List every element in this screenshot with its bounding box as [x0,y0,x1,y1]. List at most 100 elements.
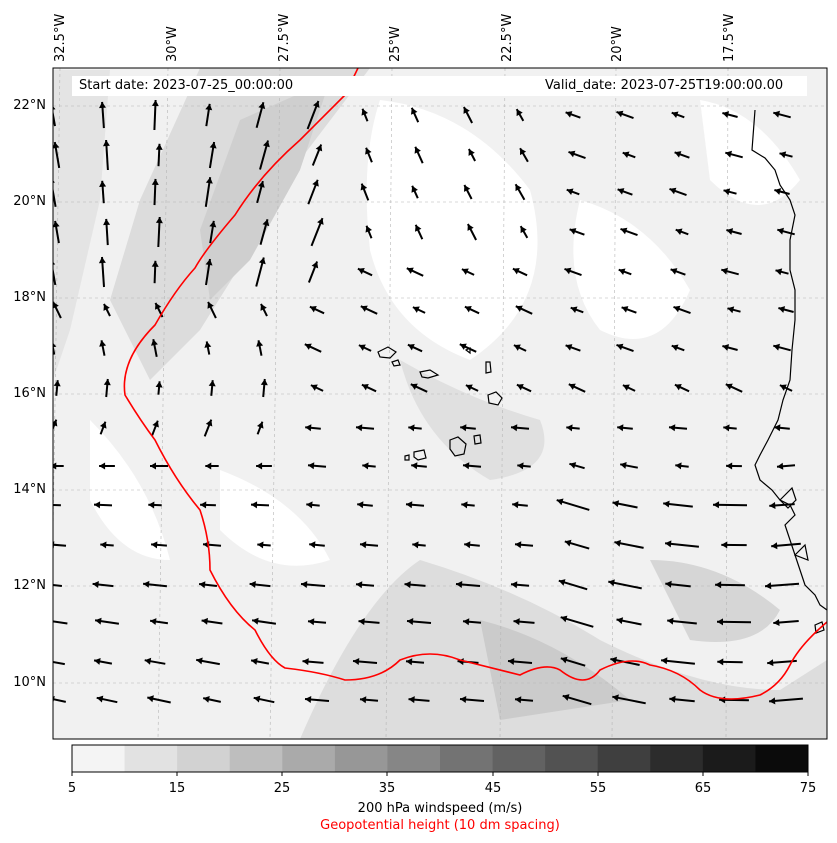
colorbar-swatch [124,745,178,772]
wind-arrow-head [456,581,463,588]
wind-arrow-head [773,343,780,351]
wind-arrow-head [722,344,730,351]
wind-arrow-head [209,220,217,228]
wind-arrow-head [150,462,156,470]
wind-arrow-head [667,617,674,625]
colorbar-swatch [755,745,809,772]
wind-arrow-head [251,658,258,665]
lon-label-22-5w: 22.5°W [500,13,515,62]
wind-arrow-head [612,694,619,702]
wind-arrow-head [565,111,573,118]
wind-arrow-head [412,541,419,549]
wind-arrow-head [308,462,315,470]
wind-arrow-shaft [53,266,57,286]
wind-arrow-head [665,540,672,548]
wind-arrow-head [410,383,418,390]
wind-arrow-head [143,580,150,588]
wind-arrow-head [778,306,786,313]
wind-arrow-head [520,148,527,156]
wind-arrow-head [511,581,518,589]
wind-arrow-head [253,695,261,703]
colorbar-tick-35: 35 [378,781,396,796]
wind-arrow-head [251,501,258,509]
wind-arrow-head [256,340,264,347]
wind-arrow-head [560,615,568,623]
lon-label-20w: 20°W [610,26,625,62]
lat-label-14n: 14°N [13,482,46,497]
wind-arrow-head [144,657,152,665]
windspeed-shading [53,68,827,739]
wind-arrow-shaft [53,186,57,207]
lon-label-25w: 25°W [388,26,403,62]
wind-arrow-head [47,618,53,625]
wind-arrow-head [262,219,270,227]
lat-label-20n: 20°N [13,194,46,209]
wind-arrow-head [722,111,730,118]
wind-arrow-head [53,342,57,348]
lat-label-10n: 10°N [13,675,46,690]
colorbar-swatch [702,745,756,772]
colorbar-swatch [440,745,494,772]
wind-arrow-head [41,658,48,665]
wind-arrow-head [771,542,778,550]
wind-arrow-head [209,142,217,149]
wind-arrow-head [723,424,730,432]
wind-arrow-head [103,379,111,386]
wind-arrow-head [516,109,523,117]
wind-arrow-head [774,188,782,195]
wind-arrow-head [415,224,422,232]
wind-arrow-head [569,228,577,235]
wind-arrow-head [257,421,264,429]
wind-arrow-head [306,501,313,509]
wind-arrow-head [725,383,733,390]
colorbar-swatch [597,745,651,772]
wind-arrow-head [717,658,724,666]
lon-label-32-5w: 32.5°W [53,13,68,62]
wind-arrow-head [53,106,56,110]
wind-arrow-head [725,150,732,158]
wind-arrow-head [361,384,369,391]
wind-arrow-head [617,424,624,432]
wind-arrow-head [252,617,259,625]
wind-arrow-head [155,302,162,310]
colorbar-tick-55: 55 [589,781,607,796]
wind-arrow-head [614,539,621,547]
wind-arrow-head [566,424,573,432]
wind-arrow-head [713,501,720,509]
wind-arrow-head [460,424,467,432]
wind-arrow-head [568,383,576,390]
wind-arrow-head [99,340,107,347]
wind-arrow-head [673,305,681,313]
wind-arrow-head [98,257,106,264]
wind-arrow-head [406,501,413,509]
wind-arrow-head [411,462,418,470]
wind-arrow-head [53,220,60,228]
wind-arrow-head [205,177,213,184]
wind-arrow-head [315,144,323,152]
wind-arrow-head [665,580,672,588]
wind-arrow-head [461,268,469,275]
lon-label-27-5w: 27.5°W [277,13,292,62]
wind-arrow-head [365,147,372,155]
wind-arrow-head [622,384,630,391]
wind-arrow-head [468,149,475,156]
wind-arrow-head [670,268,678,275]
wind-arrow-head [669,695,676,703]
wind-arrow-head [411,185,418,193]
wind-arrow-head [308,618,315,626]
wind-arrow-head [675,462,682,470]
wind-arrow-head [516,384,524,391]
wind-arrow-head [608,579,615,587]
wind-arrow-head [515,541,522,549]
colorbar-swatch [650,745,704,772]
wind-arrow-head [769,697,776,705]
wind-arrow-head [155,217,163,224]
wind-arrow-head [406,658,413,666]
wind-arrow-head [360,183,368,191]
wind-arrow-head [151,178,159,185]
colorbar-tick-15: 15 [168,781,186,796]
wind-arrow-head [360,696,367,704]
wind-arrow-head [152,420,159,428]
colorbar-swatch [282,745,336,772]
